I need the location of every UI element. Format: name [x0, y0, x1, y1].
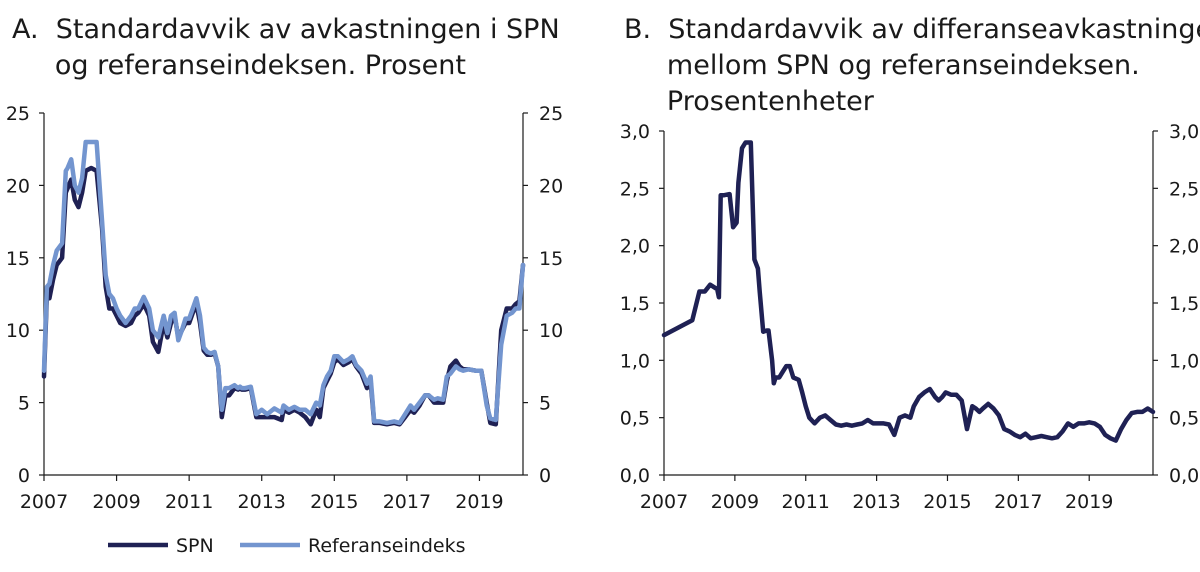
x-tick-label: 2015 — [923, 491, 971, 513]
y-tick-label-right: 10 — [539, 320, 563, 342]
y-tick-label-right: 1,5 — [1169, 293, 1199, 315]
y-tick-label-left: 15 — [6, 248, 30, 270]
legend-label-spn: SPN — [176, 535, 214, 557]
x-tick-label: 2017 — [994, 491, 1042, 513]
y-tick-label-left: 1,0 — [620, 350, 650, 372]
y-tick-label-right: 3,0 — [1169, 121, 1199, 143]
x-tick-label: 2013 — [238, 491, 286, 513]
legend-label-referanseindeks: Referanseindeks — [308, 535, 465, 557]
y-tick-label-left: 2,5 — [620, 178, 650, 200]
chart-a-title-line-1: A. Standardavvik av avkastningen i SPN — [12, 14, 560, 45]
series-line-spn-vs-referanseindeks — [661, 140, 1156, 443]
y-tick-label-right: 15 — [539, 248, 563, 270]
chart-b-title-line-1: B. Standardavvik av differanseavkastning… — [624, 14, 1200, 45]
x-tick-label: 2017 — [383, 491, 431, 513]
chart-a-title: A. Standardavvik av avkastningen i SPN o… — [12, 12, 560, 84]
chart-b-title-line-2: mellom SPN og referanseindeksen. — [624, 50, 1140, 81]
y-tick-label-left: 0 — [18, 465, 30, 487]
x-tick-label: 2019 — [455, 491, 503, 513]
y-tick-label-right: 25 — [539, 103, 563, 125]
y-tick-label-right: 0,5 — [1169, 408, 1199, 430]
x-tick-label: 2007 — [640, 491, 688, 513]
series-line-spn — [41, 165, 526, 427]
chart-b-title: B. Standardavvik av differanseavkastning… — [624, 12, 1200, 120]
y-tick-label-right: 5 — [539, 393, 551, 415]
chart-b-title-line-3: Prosentenheter — [624, 86, 874, 117]
y-tick-label-right: 2,0 — [1169, 236, 1199, 258]
y-tick-label-right: 1,0 — [1169, 350, 1199, 372]
y-tick-label-left: 0,5 — [620, 408, 650, 430]
x-tick-label: 2009 — [92, 491, 140, 513]
panel-b: 0,0 0,0 0,5 0,5 1,0 1,0 1,5 1,5 2,0 2,0 2,5 2,5 3,0 3… — [620, 121, 1199, 513]
x-tick-label: 2019 — [1065, 491, 1113, 513]
y-tick-label-right: 0,0 — [1169, 465, 1199, 487]
chart-a-title-line-2: og referanseindeksen. Prosent — [12, 50, 466, 81]
y-tick-label-left: 3,0 — [620, 121, 650, 143]
x-tick-label: 2007 — [20, 491, 68, 513]
x-tick-label: 2013 — [852, 491, 900, 513]
y-tick-label-left: 10 — [6, 320, 30, 342]
legend: SPN Referanseindeks — [108, 535, 465, 557]
y-tick-label-right: 0 — [539, 465, 551, 487]
y-tick-label-left: 0,0 — [620, 465, 650, 487]
panel-a: 0 0 5 5 10 10 15 15 20 20 25 25 2007 2009 2011 2013 2015… — [6, 103, 563, 513]
y-tick-label-left: 2,0 — [620, 236, 650, 258]
y-tick-label-left: 20 — [6, 175, 30, 197]
y-tick-label-right: 2,5 — [1169, 178, 1199, 200]
y-tick-label-left: 5 — [18, 393, 30, 415]
y-tick-label-left: 1,5 — [620, 293, 650, 315]
y-tick-label-right: 20 — [539, 175, 563, 197]
x-tick-label: 2009 — [711, 491, 759, 513]
x-tick-label: 2011 — [165, 491, 213, 513]
x-tick-label: 2015 — [310, 491, 358, 513]
series-line-referanseindeks — [41, 139, 526, 426]
y-tick-label-left: 25 — [6, 103, 30, 125]
x-tick-label: 2011 — [782, 491, 830, 513]
